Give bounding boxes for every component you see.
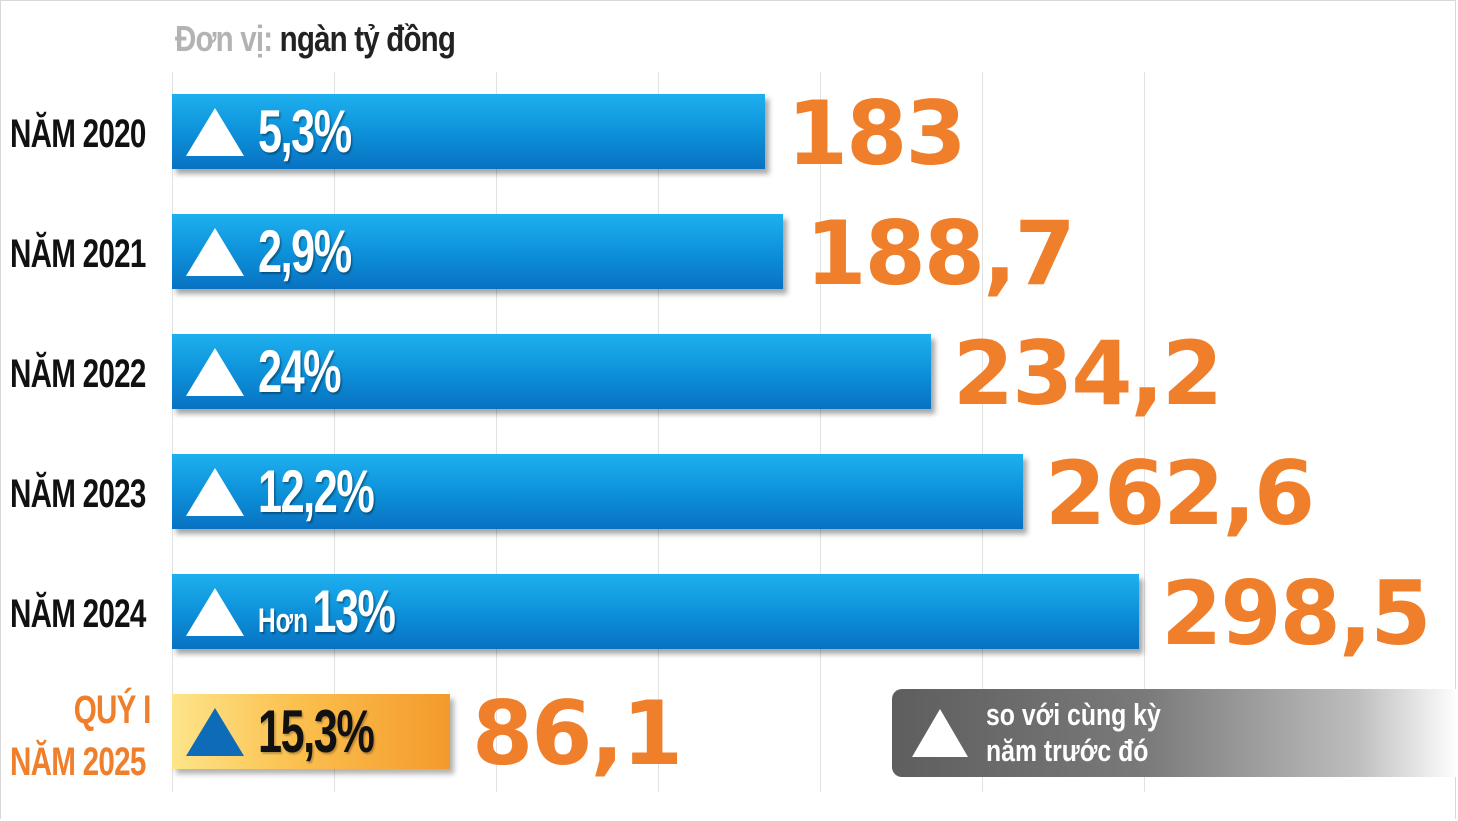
value-label: 86,1 <box>472 682 683 785</box>
category-label: QUÝ I NĂM 2025 <box>10 684 151 788</box>
category-label: NĂM 2022 <box>10 352 146 396</box>
growth-label: 5,3% <box>258 94 352 169</box>
unit-value: ngàn tỷ đồng <box>279 18 456 59</box>
category-label-line: NĂM 2025 <box>10 740 146 784</box>
category-label: NĂM 2021 <box>10 232 146 276</box>
category-label: NĂM 2024 <box>10 592 146 636</box>
triangle-up-icon <box>186 108 244 156</box>
growth-label: Hơn13% <box>258 574 396 649</box>
value-label: 234,2 <box>952 322 1223 425</box>
unit-label: Đơn vị: ngàn tỷ đồng <box>175 18 456 60</box>
category-label-line: QUÝ I <box>73 688 152 732</box>
bar: Hơn13% <box>172 574 1140 649</box>
bar: 2,9% <box>172 214 784 289</box>
bar: 12,2% <box>172 454 1023 529</box>
bar: 5,3% <box>172 94 765 169</box>
growth-value: 5,3% <box>258 98 352 165</box>
growth-value: 24% <box>258 338 342 405</box>
value-label: 262,6 <box>1044 442 1315 545</box>
category-label: NĂM 2020 <box>10 112 146 156</box>
triangle-up-icon <box>186 228 244 276</box>
grid-line <box>982 72 983 792</box>
grid-line <box>334 72 335 792</box>
grid-line <box>820 72 821 792</box>
grid-line <box>172 72 173 792</box>
growth-label: 2,9% <box>258 214 352 289</box>
growth-label: 12,2% <box>258 454 375 529</box>
legend-text: so với cùng kỳ năm trước đó <box>986 697 1226 769</box>
bar: 24% <box>172 334 931 409</box>
grid-line <box>658 72 659 792</box>
legend-line-2: năm trước đó <box>986 733 1149 768</box>
unit-prefix: Đơn vị: <box>175 18 273 59</box>
growth-label: 15,3% <box>258 694 375 769</box>
growth-prefix: Hơn <box>258 602 309 640</box>
bar: 15,3% <box>172 694 450 769</box>
triangle-up-icon <box>186 588 244 636</box>
growth-value: 15,3% <box>258 698 375 765</box>
value-label: 183 <box>786 82 967 185</box>
growth-label: 24% <box>258 334 342 409</box>
growth-value: 2,9% <box>258 218 352 285</box>
grid-line <box>1144 72 1145 792</box>
triangle-up-icon <box>912 709 968 757</box>
category-label: NĂM 2023 <box>10 472 146 516</box>
value-label: 188,7 <box>805 202 1075 305</box>
growth-value: 12,2% <box>258 458 375 525</box>
triangle-up-icon <box>186 348 244 396</box>
legend: so với cùng kỳ năm trước đó <box>892 689 1458 777</box>
triangle-up-icon <box>186 708 244 756</box>
grid-line <box>496 72 497 792</box>
legend-line-1: so với cùng kỳ <box>986 697 1161 732</box>
triangle-up-icon <box>186 468 244 516</box>
value-label: 298,5 <box>1161 562 1431 665</box>
growth-value: 13% <box>312 578 396 645</box>
